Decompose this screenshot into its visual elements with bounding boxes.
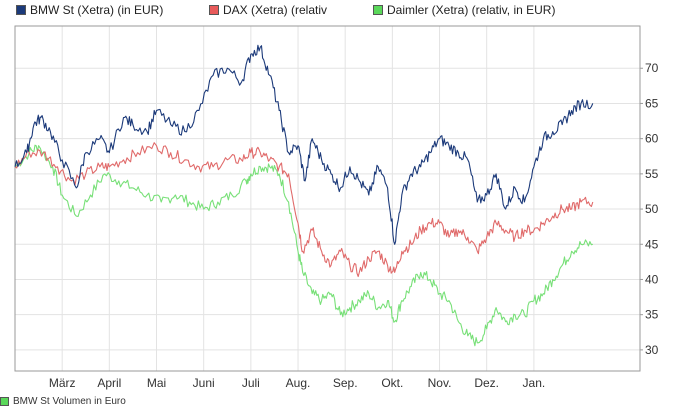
chart-grid: [15, 26, 640, 371]
y-tick-label: 55: [645, 167, 659, 181]
x-tick-label: Mai: [147, 376, 166, 390]
y-tick-label: 45: [645, 237, 659, 251]
y-tick-label: 40: [645, 272, 659, 286]
y-tick-label: 70: [645, 61, 659, 75]
y-axis-ticks: 30 35 40 45 50 55 60 65 70: [640, 61, 659, 357]
x-tick-label: Juli: [242, 376, 260, 390]
footer-swatch: [0, 397, 9, 406]
legend-item-bmw[interactable]: BMW St (Xetra) (in EUR): [16, 3, 163, 17]
legend-label-bmw: BMW St (Xetra) (in EUR): [30, 3, 164, 17]
y-tick-label: 60: [645, 132, 659, 146]
series-line-0: [14, 44, 594, 245]
x-tick-label: Jan.: [523, 376, 546, 390]
x-tick-label: April: [97, 376, 121, 390]
legend-swatch-daimler: [373, 5, 383, 15]
y-tick-label: 65: [645, 96, 659, 110]
footer-legend: BMW St Volumen in Euro: [0, 396, 126, 407]
chart-series: [14, 44, 594, 347]
legend-swatch-bmw: [16, 5, 26, 15]
x-axis-ticks: März April Mai Juni Juli Aug. Sep. Okt. Nov. Dez.…: [49, 376, 545, 390]
x-tick-label: Sep.: [333, 376, 358, 390]
plot-area-frame: [14, 25, 641, 372]
series-line-1: [14, 142, 594, 278]
legend-label-daimler: Daimler (Xetra) (relativ, in EUR): [387, 3, 556, 17]
x-tick-label: Nov.: [428, 376, 452, 390]
x-tick-label: Aug.: [286, 376, 311, 390]
x-tick-label: Dez.: [474, 376, 499, 390]
y-tick-label: 30: [645, 343, 659, 357]
legend-label-dax: DAX (Xetra) (relativ: [223, 3, 328, 17]
legend-swatch-dax: [209, 5, 219, 15]
x-tick-label: März: [49, 376, 76, 390]
y-tick-label: 50: [645, 202, 659, 216]
series-line-2: [14, 144, 593, 347]
legend-item-daimler[interactable]: Daimler (Xetra) (relativ, in EUR): [373, 3, 555, 17]
x-tick-label: Okt.: [381, 376, 403, 390]
y-tick-label: 35: [645, 308, 659, 322]
x-tick-label: Juni: [193, 376, 215, 390]
footer-label: BMW St Volumen in Euro: [13, 396, 126, 407]
legend-item-dax[interactable]: DAX (Xetra) (relativ: [209, 3, 327, 17]
chart-legend: BMW St (Xetra) (in EUR) DAX (Xetra) (rel…: [0, 3, 683, 23]
